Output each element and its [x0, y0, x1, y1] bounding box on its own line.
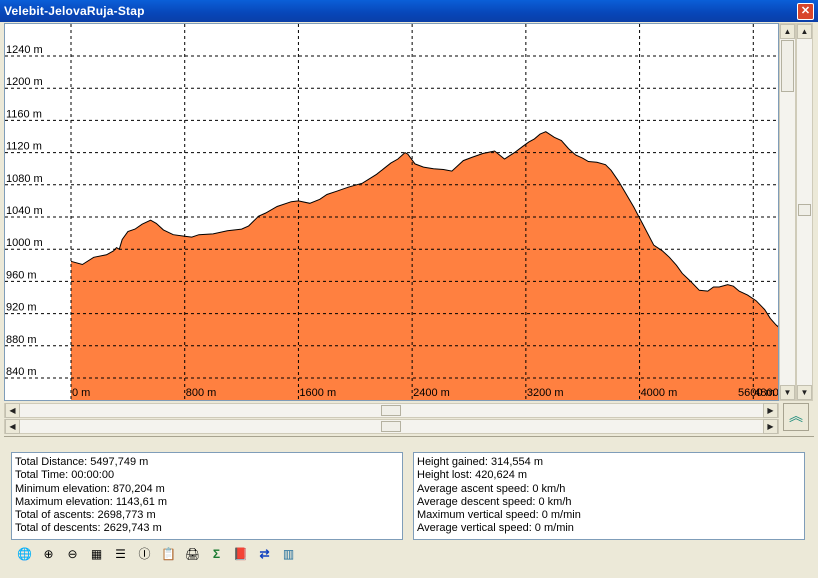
y-tick-label: 840 m [6, 366, 37, 378]
grid-icon: ▦ [90, 547, 103, 561]
y-tick-label: 1160 m [6, 108, 42, 120]
toolbar-button-8[interactable]: Σ [206, 544, 227, 565]
globe-pin-icon: 🌐 [17, 547, 32, 561]
collapse-panel-button[interactable]: ︽ [783, 403, 809, 431]
stat-max-elevation: Maximum elevation: 1143,61 m [15, 495, 168, 508]
vertical-scrollbar-left[interactable]: ▲ ▼ [779, 23, 796, 401]
stat-total-time: Total Time: 00:00:00 [15, 469, 115, 482]
stat-total-descents: Total of descents: 2629,743 m [15, 522, 162, 535]
stats-right-panel: Height gained: 314,554 m Height lost: 42… [413, 452, 805, 540]
toolbar-button-3[interactable]: ▦ [86, 544, 107, 565]
toolbar-button-0[interactable]: 🌐 [14, 544, 35, 565]
x-tick-label: 1600 m [299, 387, 336, 399]
stat-total-ascents: Total of ascents: 2698,773 m [15, 509, 156, 522]
x-tick-label: 800 m [186, 387, 217, 399]
elevation-line [70, 131, 778, 328]
window-title: Velebit-JelovaRuja-Stap [4, 4, 145, 18]
horizontal-scrollbar-top[interactable]: ◀ ▶ [4, 403, 779, 418]
zoom-reset-icon: Ⓘ [138, 547, 151, 561]
x-tick-label: 4000 m [641, 387, 678, 399]
scroll-right-button[interactable]: ▶ [763, 419, 778, 434]
scroll-thumb[interactable] [781, 40, 794, 92]
scroll-left-button[interactable]: ◀ [5, 419, 20, 434]
scroll-thumb[interactable] [798, 204, 811, 216]
scroll-up-button[interactable]: ▲ [780, 24, 795, 39]
vertical-scrollbar-right[interactable]: ▲ ▼ [796, 23, 813, 401]
toolbar-button-2[interactable]: ⊖ [62, 544, 83, 565]
scroll-down-button[interactable]: ▼ [797, 385, 812, 400]
notepad-icon: 📋 [161, 547, 176, 561]
y-tick-label: 1240 m [6, 44, 43, 56]
scroll-up-button[interactable]: ▲ [797, 24, 812, 39]
y-tick-label: 1200 m [6, 76, 43, 88]
toolbar-button-5[interactable]: Ⓘ [134, 544, 155, 565]
stat-avg-descent-speed: Average descent speed: 0 km/h [417, 495, 572, 508]
stat-total-distance: Total Distance: 5497,749 m [15, 456, 149, 468]
stat-max-vertical-speed: Maximum vertical speed: 0 m/min [417, 509, 581, 522]
stat-min-elevation: Minimum elevation: 870,204 m [15, 482, 165, 495]
scroll-down-button[interactable]: ▼ [780, 385, 795, 400]
elevation-chart: 840 m 880 m 920 m 960 m 1000 m 1040 m 1080 m 11… [4, 23, 779, 401]
toolbar-button-10[interactable]: ⇄ [254, 544, 275, 565]
elevation-chart-svg: 840 m 880 m 920 m 960 m 1000 m 1040 m 1080 m 11… [5, 24, 778, 400]
stat-height-lost: Height lost: 420,624 m [417, 469, 528, 482]
x-tick-label: 4800 m [754, 387, 778, 399]
y-tick-label: 960 m [6, 269, 37, 281]
zoom-in-icon: ⊕ [43, 547, 54, 561]
sigma-icon: Σ [212, 547, 221, 561]
y-tick-label: 1080 m [6, 173, 43, 185]
export-icon: ▥ [282, 547, 295, 561]
swap-arrows-icon: ⇄ [259, 547, 270, 561]
toolbar-button-9[interactable]: 📕 [230, 544, 251, 565]
x-tick-label: 0 m [72, 387, 90, 399]
horizontal-scrollbar-bottom[interactable]: ◀ ▶ [4, 419, 779, 434]
stat-avg-vertical-speed: Average vertical speed: 0 m/min [417, 522, 574, 535]
stat-avg-ascent-speed: Average ascent speed: 0 km/h [417, 482, 566, 495]
scroll-left-button[interactable]: ◀ [5, 403, 20, 418]
scroll-right-button[interactable]: ▶ [763, 403, 778, 418]
toolbar-button-7[interactable]: 🖨 [182, 544, 203, 565]
toolbar-button-11[interactable]: ▥ [278, 544, 299, 565]
toolbar-button-6[interactable]: 📋 [158, 544, 179, 565]
y-tick-label: 920 m [6, 302, 37, 314]
title-bar: Velebit-JelovaRuja-Stap ✕ [0, 0, 818, 22]
x-tick-label: 3200 m [527, 387, 564, 399]
elevation-area [71, 131, 778, 400]
toolbar-button-1[interactable]: ⊕ [38, 544, 59, 565]
y-tick-label: 1120 m [6, 141, 42, 153]
y-tick-label: 1000 m [6, 237, 43, 249]
divider [4, 436, 814, 437]
x-tick-label: 2400 m [413, 387, 450, 399]
list-settings-icon: ☰ [115, 547, 126, 561]
scroll-thumb[interactable] [381, 405, 401, 416]
x-tick-label: 5600 m [738, 387, 775, 399]
y-tick-label: 880 m [6, 334, 37, 346]
stats-left-panel: Total Distance: 5497,749 m Total Time: 0… [11, 452, 403, 540]
book-icon: 📕 [233, 547, 248, 561]
toolbar-button-4[interactable]: ☰ [110, 544, 131, 565]
close-button[interactable]: ✕ [797, 3, 814, 20]
y-tick-label: 1040 m [6, 205, 43, 217]
zoom-out-icon: ⊖ [67, 547, 78, 561]
print-icon: 🖨 [184, 547, 201, 561]
stat-height-gained: Height gained: 314,554 m [417, 456, 543, 468]
scroll-thumb[interactable] [381, 421, 401, 432]
